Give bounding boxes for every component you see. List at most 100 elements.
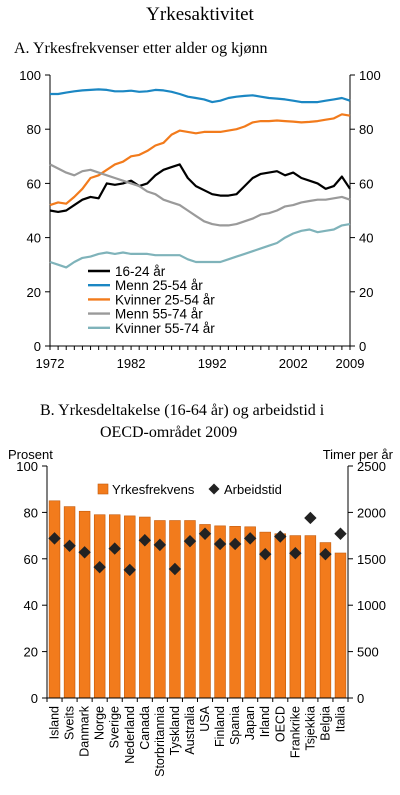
chart-b-category-label-6: Canada (138, 706, 152, 750)
chart-a-x-tick-label: 1992 (198, 356, 227, 371)
chart-b-y-tick-label: 60 (24, 552, 38, 567)
chart-b-category-label-1: Sveits (63, 706, 77, 740)
chart-b-diamond-8 (168, 562, 182, 576)
chart-b-category-label-2: Danmark (78, 705, 92, 756)
chart-a-y-tick-label: 0 (34, 339, 41, 354)
chart-b-legend-swatch-bars (97, 483, 109, 495)
chart-b-bar-16 (289, 535, 302, 699)
chart-b-bar-17 (304, 535, 317, 699)
chart-a-y2-tick-label: 80 (359, 122, 373, 137)
chart-b-y2-tick-label: 2000 (357, 505, 386, 520)
chart-b-category-label-10: USA (198, 705, 212, 731)
chart-b-diamond-2 (78, 546, 91, 559)
chart-a-x-tick-label: 1982 (117, 356, 146, 371)
chart-b-bar-5 (124, 515, 136, 699)
chart-b-bar-4 (109, 514, 121, 699)
chart-b-bar-0 (48, 500, 61, 699)
chart-b-category-label-12: Spania (228, 706, 242, 745)
chart-b-diamond-0 (48, 532, 61, 545)
chart-b-legend-label-bars: Yrkesfrekvens (112, 482, 195, 497)
chart-b-category-label-11: Finland (213, 706, 227, 747)
chart-b-category-label-5: Nederland (123, 706, 137, 764)
chart-b-category-label-17: Tsjekkia (303, 706, 317, 751)
chart-b-bar-15 (274, 533, 286, 699)
chart-a-y2-tick-label: 100 (359, 68, 381, 83)
chart-a-series-line-1 (50, 88, 351, 104)
chart-b-y-tick-label: 20 (24, 645, 38, 660)
chart-b-category-label-19: Italia (333, 706, 347, 732)
chart-a-series-line-4 (49, 223, 351, 269)
chart-b-y-axis-label: Prosent (8, 447, 53, 462)
chart-a-legend-label-4: Kvinner 55-74 år (115, 321, 215, 336)
chart-b-category-label-9: Australia (183, 706, 197, 755)
chart-b-category-label-0: Island (48, 706, 62, 739)
chart-a-y-tick-label: 20 (27, 285, 41, 300)
chart-b-y2-tick-label: 0 (357, 691, 364, 706)
chart-b-bar-18 (319, 542, 332, 699)
chart-b-diamond-17 (304, 511, 317, 525)
chart-b-y2-tick-label: 500 (357, 645, 379, 660)
chart-b-bar-13 (244, 526, 256, 699)
chart-b-category-label-3: Norge (93, 706, 107, 740)
chart-a-series-line-0 (49, 163, 351, 213)
chart-b-y-tick-label: 80 (24, 505, 38, 520)
chart-b-diamond-5 (123, 563, 136, 577)
chart-b-category-label-18: Belgia (318, 706, 332, 741)
chart-b-bar-12 (229, 526, 241, 699)
chart-b-y2-tick-label: 1000 (357, 598, 386, 613)
chart-b-y-tick-label: 40 (24, 598, 38, 613)
chart-b-diamond-13 (243, 532, 257, 545)
chart-b-diamond-14 (259, 547, 272, 561)
chart-b-diamond-10 (198, 527, 212, 540)
chart-b-diamond-11 (213, 537, 227, 551)
chart-b-legend-swatch-diamond (208, 483, 220, 495)
chart-b-category-label-8: Tyskland (168, 706, 182, 755)
chart-b-bar-1 (63, 506, 76, 699)
chart-b-diamond-19 (334, 527, 347, 540)
chart-b-category-label-7: Storbritannia (153, 706, 167, 777)
chart-b-diamond-12 (228, 537, 242, 551)
chart-b-category-label-15: OECD (273, 706, 287, 742)
chart-b-diamond-7 (153, 538, 167, 552)
chart-a-legend-label-0: 16-24 år (115, 264, 166, 279)
chart-b-bar-8 (169, 520, 181, 699)
chart-b-legend-label-diamond: Arbeidstid (224, 482, 282, 497)
chart-a-y-tick-label: 60 (27, 176, 41, 191)
chart-a-series-line-2 (49, 113, 351, 207)
chart-a-legend-label-1: Menn 25-54 år (115, 278, 203, 293)
chart-a-y-tick-label: 100 (19, 68, 41, 83)
chart-b-diamond-15 (274, 530, 287, 543)
chart-a-y-tick-label: 40 (27, 231, 41, 246)
chart-b-bar-3 (93, 514, 106, 699)
chart-b-bar-10 (199, 524, 211, 699)
chart-b-title-line2: OECD-området 2009 (100, 424, 238, 441)
chart-b-bar-2 (78, 510, 91, 699)
chart-a-x-tick-label: 2002 (279, 356, 308, 371)
chart-b-diamond-9 (183, 534, 197, 548)
chart-b-category-label-16: Frankrike (288, 706, 302, 758)
chart-a-legend-label-3: Menn 55-74 år (115, 307, 203, 322)
chart-b-y2-tick-label: 2500 (357, 459, 386, 474)
chart-b-category-label-4: Sverige (108, 706, 122, 748)
chart-a-title: A. Yrkesfrekvenser etter alder og kjønn (14, 40, 268, 57)
chart-b-y2-axis-label: Timer per år (323, 447, 394, 462)
chart-b-category-label-14: Irland (258, 706, 272, 737)
chart-b-diamond-1 (63, 539, 76, 553)
chart-b-y-tick-label: 0 (31, 691, 38, 706)
chart-a-y2-tick-label: 40 (359, 231, 373, 246)
chart-a-legend-label-2: Kvinner 25-54 år (115, 292, 215, 307)
chart-a-series-line-3 (49, 163, 351, 227)
chart-b-y2-tick-label: 1500 (357, 552, 386, 567)
chart-a-y2-tick-label: 20 (359, 285, 373, 300)
chart-b-bar-11 (214, 525, 226, 699)
chart-b-diamond-6 (138, 534, 152, 547)
chart-b-y-tick-label: 100 (16, 459, 38, 474)
chart-a-y-tick-label: 80 (27, 122, 41, 137)
chart-b-diamond-3 (93, 560, 106, 574)
chart-b-diamond-18 (319, 547, 332, 561)
figure-title: Yrkesaktivitet (146, 4, 254, 25)
chart-b-bar-19 (334, 552, 347, 699)
chart-a-x-tick-label: 2009 (336, 356, 365, 371)
